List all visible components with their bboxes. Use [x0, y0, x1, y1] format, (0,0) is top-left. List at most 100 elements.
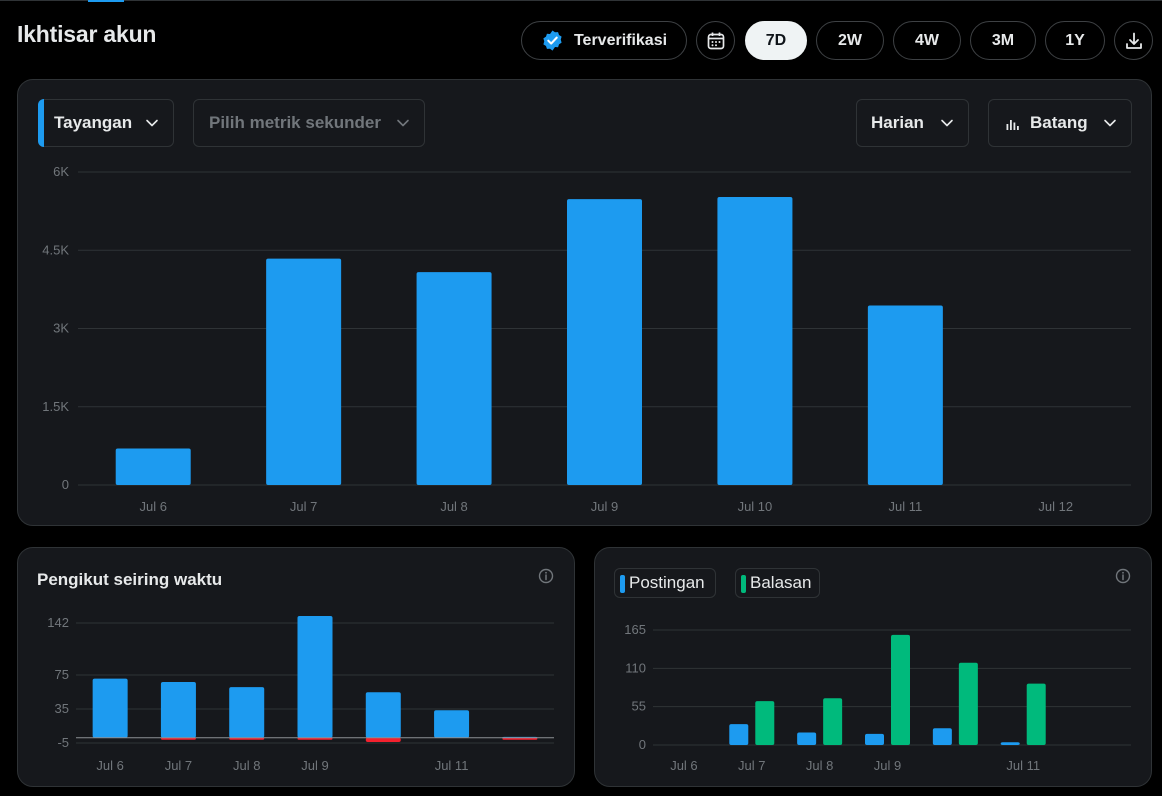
bar-chart-icon	[1006, 119, 1019, 130]
interval-select[interactable]: Harian	[856, 99, 969, 147]
y-tick-label: 0	[639, 737, 646, 752]
y-tick-label: 55	[632, 699, 646, 714]
legend-replies-label: Balasan	[750, 573, 812, 592]
range-3m-button[interactable]: 3M	[970, 21, 1036, 60]
followers-chart: -5 35 75 142 Jul 6 Jul 7 Jul 8 Jul 9 Jul 11	[18, 548, 576, 788]
bar-balasan	[755, 701, 775, 745]
verified-label: Terverifikasi	[573, 31, 668, 49]
x-tick-label: Jul 8	[806, 758, 833, 773]
chart-svg: 0 55 110 165 Jul 6 Jul 7 Jul 8 Jul 9 Jul 11	[624, 622, 1131, 773]
y-tick-label: 4.5K	[42, 242, 69, 257]
bar-postingan	[797, 732, 817, 745]
x-tick-label: Jul 6	[96, 758, 123, 773]
posts-replies-card: Postingan Balasan 0 55 110 165 Jul 6 Jul 7 Jul…	[594, 547, 1152, 787]
impressions-chart: 0 1.5K 3K 4.5K 6K Jul 6 Jul 7 Jul 8 Jul 9 Jul 10 J…	[18, 80, 1153, 527]
interval-label: Harian	[871, 113, 924, 132]
legend-replies[interactable]: Balasan	[735, 568, 820, 598]
secondary-metric-placeholder: Pilih metrik sekunder	[209, 113, 381, 132]
metric-color-marker	[38, 99, 44, 147]
x-tick-label: Jul 7	[290, 499, 317, 514]
y-tick-label: 6K	[53, 164, 69, 179]
range-7d-label: 7D	[765, 31, 787, 49]
bar-series0	[365, 692, 401, 738]
bar-series0	[434, 710, 470, 738]
range-4w-button[interactable]: 4W	[893, 21, 961, 60]
chevron-down-icon	[941, 119, 953, 127]
x-tick-label: Jul 9	[591, 499, 618, 514]
bar-tayangan	[717, 197, 793, 485]
legend-posts-swatch	[620, 575, 625, 593]
chart-svg: 0 1.5K 3K 4.5K 6K Jul 6 Jul 7 Jul 8 Jul 9 Jul 10 J…	[42, 164, 1131, 514]
bar-series0	[297, 616, 333, 738]
y-tick-label: 142	[47, 615, 69, 630]
legend-replies-swatch	[741, 575, 746, 593]
bar-tayangan	[567, 199, 642, 486]
x-tick-label: Jul 7	[738, 758, 765, 773]
y-tick-label: 1.5K	[42, 399, 69, 414]
bar-balasan	[958, 662, 978, 745]
primary-metric-select[interactable]: Tayangan	[38, 99, 174, 147]
x-tick-label: Jul 12	[1038, 499, 1073, 514]
bar-series0	[160, 682, 196, 738]
verified-badge-icon	[543, 30, 562, 51]
y-tick-label: 0	[62, 477, 69, 492]
download-button[interactable]	[1114, 21, 1153, 60]
bar-postingan	[729, 724, 749, 745]
impressions-card: Tayangan Pilih metrik sekunder Harian Ba…	[17, 79, 1152, 526]
bar-postingan	[1000, 742, 1020, 745]
secondary-metric-select[interactable]: Pilih metrik sekunder	[193, 99, 425, 147]
x-tick-label: Jul 6	[670, 758, 697, 773]
info-icon[interactable]	[1115, 568, 1131, 584]
range-2w-button[interactable]: 2W	[816, 21, 884, 60]
bar-postingan	[932, 728, 952, 745]
range-7d-button[interactable]: 7D	[745, 21, 807, 60]
bar-series0	[92, 678, 128, 738]
followers-card: Pengikut seiring waktu -5 35 75 142 Jul 6 Jul…	[17, 547, 575, 787]
range-3m-label: 3M	[991, 31, 1015, 49]
top-divider	[0, 0, 1162, 1]
bar-series1	[229, 737, 265, 740]
legend-posts[interactable]: Postingan	[614, 568, 716, 598]
x-tick-label: Jul 9	[301, 758, 328, 773]
page-title: Ikhtisar akun	[17, 21, 157, 47]
top-tab-indicator	[88, 0, 124, 2]
x-tick-label: Jul 11	[888, 499, 922, 514]
calendar-button[interactable]	[696, 21, 735, 60]
chevron-down-icon	[146, 119, 158, 127]
calendar-icon	[707, 32, 724, 49]
bar-balasan	[891, 634, 910, 745]
verified-filter-button[interactable]: Terverifikasi	[521, 21, 687, 60]
bar-balasan	[1026, 683, 1046, 745]
bar-tayangan	[416, 272, 492, 485]
y-tick-label: 35	[55, 701, 69, 716]
bar-series1	[160, 737, 196, 740]
range-1y-label: 1Y	[1065, 31, 1085, 49]
chart-style-label: Batang	[1030, 113, 1088, 132]
y-tick-label: 165	[624, 622, 646, 637]
y-tick-label: 75	[55, 667, 69, 682]
bar-tayangan	[266, 258, 342, 485]
bar-series1	[297, 737, 333, 740]
x-tick-label: Jul 11	[1006, 758, 1040, 773]
range-4w-label: 4W	[915, 31, 939, 49]
chevron-down-icon	[1104, 119, 1116, 127]
download-icon	[1125, 32, 1142, 49]
chart-style-select[interactable]: Batang	[988, 99, 1132, 147]
bar-series0	[229, 687, 265, 738]
y-tick-label: -5	[57, 735, 69, 750]
y-tick-label: 110	[625, 660, 646, 675]
bar-tayangan	[115, 448, 191, 485]
range-1y-button[interactable]: 1Y	[1045, 21, 1105, 60]
x-tick-label: Jul 10	[738, 499, 773, 514]
bar-postingan	[865, 733, 884, 745]
y-tick-label: 3K	[53, 321, 69, 336]
x-tick-label: Jul 8	[233, 758, 260, 773]
followers-card-title: Pengikut seiring waktu	[37, 570, 223, 589]
range-2w-label: 2W	[838, 31, 862, 49]
info-icon[interactable]	[538, 568, 554, 584]
x-tick-label: Jul 7	[165, 758, 192, 773]
x-tick-label: Jul 8	[440, 499, 467, 514]
x-tick-label: Jul 11	[435, 758, 469, 773]
x-tick-label: Jul 6	[139, 499, 166, 514]
chevron-down-icon	[397, 119, 409, 127]
